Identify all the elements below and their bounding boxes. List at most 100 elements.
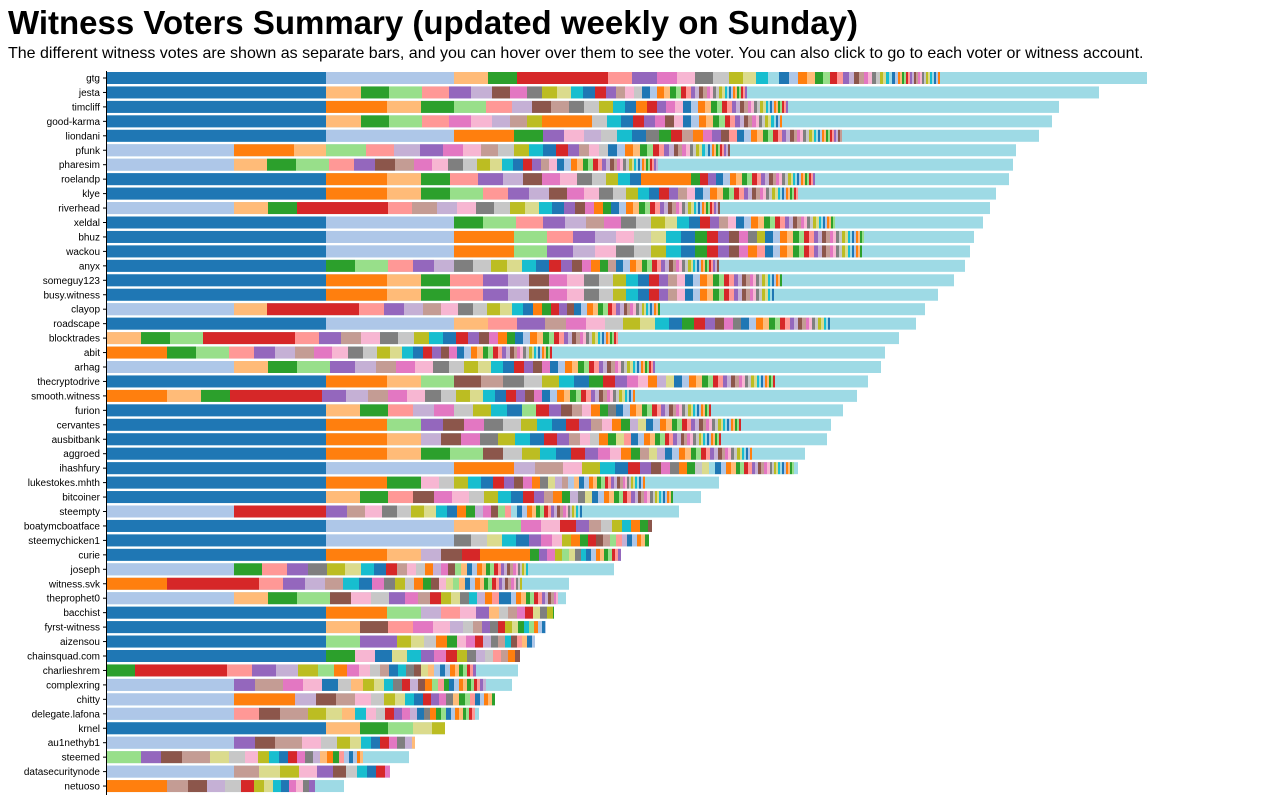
vote-segment[interactable] xyxy=(522,447,540,460)
vote-segment[interactable] xyxy=(252,664,276,677)
vote-segment[interactable] xyxy=(606,158,610,171)
vote-segment[interactable] xyxy=(809,173,811,186)
vote-segment[interactable] xyxy=(374,678,384,691)
vote-segment[interactable] xyxy=(731,447,734,460)
vote-segment[interactable] xyxy=(621,418,630,431)
vote-segment[interactable] xyxy=(761,375,763,388)
vote-segment[interactable] xyxy=(543,129,564,142)
vote-segment[interactable] xyxy=(567,187,584,200)
vote-segment[interactable] xyxy=(280,707,308,720)
witness-label[interactable]: thecryptodrive xyxy=(37,377,100,388)
vote-segment[interactable] xyxy=(299,765,317,778)
vote-segment[interactable] xyxy=(346,765,357,778)
vote-segment[interactable] xyxy=(326,505,347,518)
vote-segment[interactable] xyxy=(417,707,424,720)
vote-segment[interactable] xyxy=(269,751,279,764)
vote-segment[interactable] xyxy=(545,621,546,634)
vote-segment[interactable] xyxy=(450,274,483,287)
vote-segment[interactable] xyxy=(613,288,626,301)
vote-segment[interactable] xyxy=(556,144,568,157)
vote-segment[interactable] xyxy=(390,346,402,359)
vote-segment[interactable] xyxy=(107,259,326,272)
vote-segment[interactable] xyxy=(784,462,786,475)
vote-segment[interactable] xyxy=(599,274,613,287)
vote-segment[interactable] xyxy=(636,404,642,417)
vote-segment[interactable] xyxy=(673,404,676,417)
vote-segment[interactable] xyxy=(735,418,737,431)
vote-segment[interactable] xyxy=(463,678,467,691)
vote-segment[interactable] xyxy=(608,332,610,345)
witness-label[interactable]: jesta xyxy=(78,88,101,99)
vote-segment[interactable] xyxy=(454,216,483,229)
vote-segment[interactable] xyxy=(460,592,469,605)
vote-segment[interactable] xyxy=(387,447,421,460)
vote-segment[interactable] xyxy=(774,115,776,128)
vote-segment[interactable] xyxy=(478,173,503,186)
vote-segment[interactable] xyxy=(799,173,801,186)
vote-segment[interactable] xyxy=(384,693,395,706)
vote-segment[interactable] xyxy=(595,332,598,345)
vote-segment[interactable] xyxy=(326,635,360,648)
vote-segment[interactable] xyxy=(796,187,798,200)
vote-segment[interactable] xyxy=(670,86,676,99)
vote-segment[interactable] xyxy=(651,245,666,258)
vote-segment[interactable] xyxy=(603,534,610,547)
vote-segment[interactable] xyxy=(493,346,498,359)
vote-segment[interactable] xyxy=(818,129,820,142)
vote-segment[interactable] xyxy=(585,491,592,504)
vote-segment[interactable] xyxy=(557,505,560,518)
vote-segment[interactable] xyxy=(371,592,389,605)
vote-segment[interactable] xyxy=(505,635,511,648)
vote-segment[interactable] xyxy=(554,592,556,605)
vote-segment[interactable] xyxy=(234,678,255,691)
vote-segment[interactable] xyxy=(639,476,641,489)
vote-segment[interactable] xyxy=(549,274,567,287)
vote-segment[interactable] xyxy=(753,288,756,301)
vote-segment[interactable] xyxy=(838,129,840,142)
vote-segment[interactable] xyxy=(542,621,545,634)
vote-segment[interactable] xyxy=(837,72,843,84)
vote-segment[interactable] xyxy=(501,563,504,576)
vote-segment[interactable] xyxy=(443,332,456,345)
witness-label[interactable]: krnel xyxy=(78,724,100,735)
vote-segment[interactable] xyxy=(637,476,639,489)
vote-segment[interactable] xyxy=(633,303,636,316)
vote-segment[interactable] xyxy=(524,375,542,388)
vote-segment[interactable] xyxy=(477,678,480,691)
vote-segment[interactable] xyxy=(684,433,687,446)
vote-segment[interactable] xyxy=(517,317,545,330)
vote-segment[interactable] xyxy=(535,462,563,475)
vote-segment[interactable] xyxy=(825,216,827,229)
vote-segment[interactable] xyxy=(793,230,799,243)
vote-segment[interactable] xyxy=(377,346,390,359)
vote-segment[interactable] xyxy=(727,86,729,99)
vote-segment[interactable] xyxy=(653,491,655,504)
vote-segment[interactable] xyxy=(582,259,591,272)
vote-segment[interactable] xyxy=(758,462,761,475)
vote-segment[interactable] xyxy=(314,346,332,359)
vote-segment[interactable] xyxy=(603,375,615,388)
vote-segment[interactable] xyxy=(515,332,523,345)
vote-segment[interactable] xyxy=(355,707,366,720)
vote-segment[interactable] xyxy=(778,187,780,200)
vote-segment[interactable] xyxy=(564,202,575,215)
vote-segment[interactable] xyxy=(770,100,772,113)
vote-segment[interactable] xyxy=(410,678,418,691)
vote-segment[interactable] xyxy=(748,447,750,460)
vote-segment[interactable] xyxy=(287,563,308,576)
vote-segment[interactable] xyxy=(573,230,595,243)
vote-segment[interactable] xyxy=(450,664,455,677)
vote-segment[interactable] xyxy=(454,678,459,691)
vote-segment[interactable] xyxy=(615,462,628,475)
vote-segment[interactable] xyxy=(503,447,522,460)
vote-segment[interactable] xyxy=(368,389,388,402)
vote-segment[interactable] xyxy=(544,346,546,359)
witness-label[interactable]: chainsquad.com xyxy=(27,652,100,663)
vote-segment[interactable] xyxy=(473,664,476,677)
vote-segment[interactable] xyxy=(775,216,780,229)
vote-segment[interactable] xyxy=(434,404,454,417)
vote-segment[interactable] xyxy=(510,115,527,128)
vote-segment[interactable] xyxy=(703,129,712,142)
vote-segment[interactable] xyxy=(421,187,450,200)
vote-segment[interactable] xyxy=(527,86,542,99)
